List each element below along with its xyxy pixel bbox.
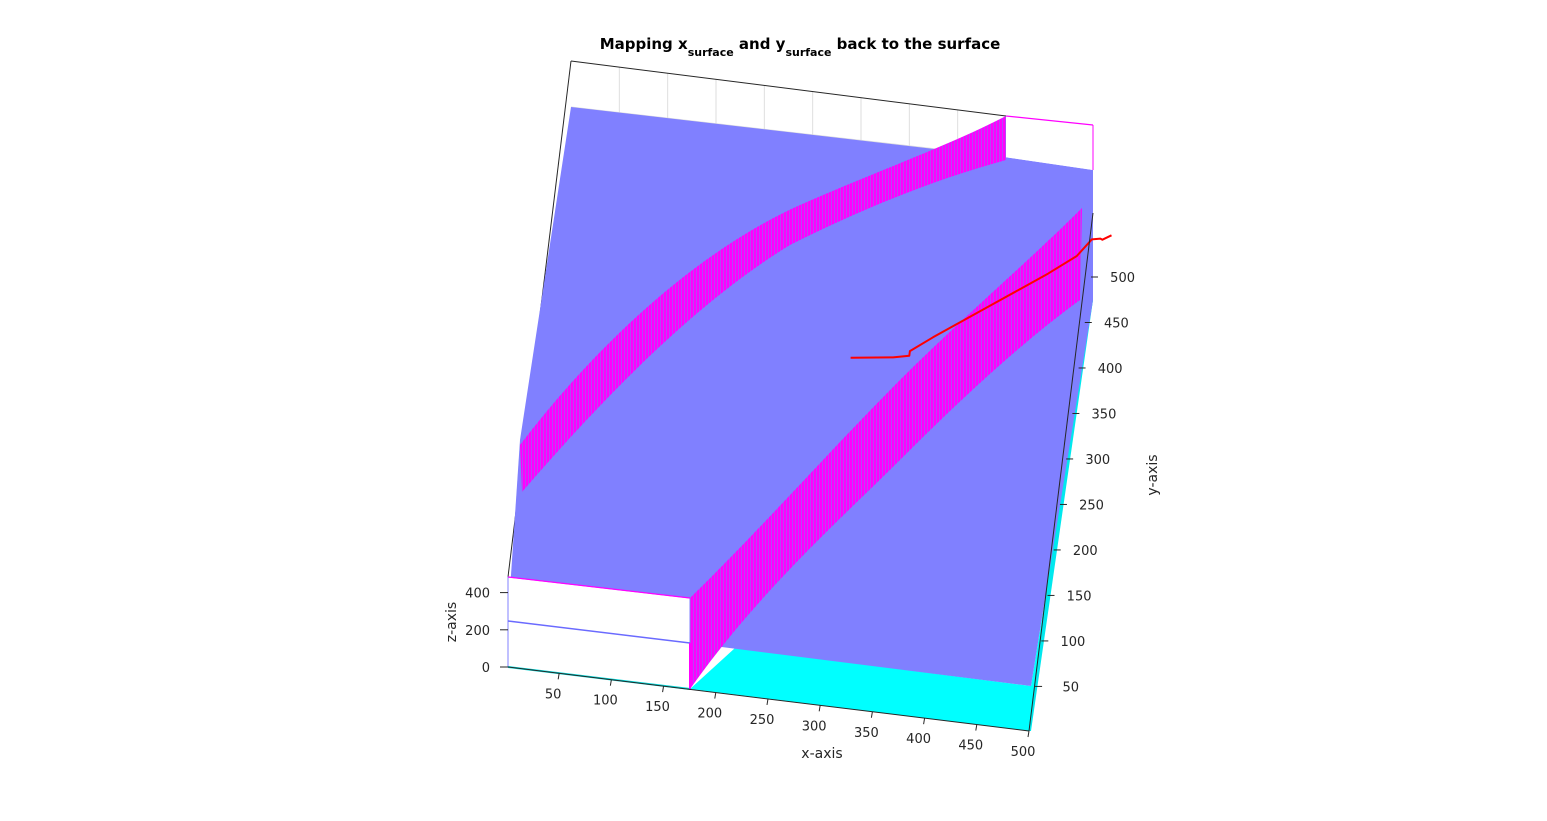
y-axis-line <box>1028 212 1094 732</box>
back-grid <box>570 67 1007 158</box>
x-tick-mark <box>662 686 665 693</box>
back-right-panel <box>1004 116 1093 170</box>
x-tick-label: 200 <box>697 707 722 722</box>
y-tick-label: 150 <box>1067 589 1092 604</box>
x-tick-label: 150 <box>645 700 670 715</box>
x-tick-mark <box>714 692 717 699</box>
box-edge-top <box>570 60 1007 117</box>
title-subscript: surface <box>688 46 734 59</box>
x-tick-mark <box>975 724 978 731</box>
title-text: Mapping x <box>600 35 688 53</box>
y-tick-label: 300 <box>1085 453 1110 468</box>
x-axis: 50 100 150 200 250 300 350 400 450 500 x-axis <box>507 666 1036 762</box>
x-tick-mark <box>1027 730 1030 738</box>
x-tick-mark <box>923 718 926 725</box>
z-axis-label: z-axis <box>444 602 460 642</box>
x-tick-label: 500 <box>1011 745 1036 760</box>
y-tick-label: 350 <box>1092 407 1117 422</box>
y-tick-label: 100 <box>1060 635 1085 650</box>
y-tick-label: 250 <box>1079 498 1104 513</box>
x-axis-line <box>507 666 1030 732</box>
surface <box>507 107 1094 731</box>
title-subscript: surface <box>785 46 831 59</box>
x-tick-mark <box>818 705 821 712</box>
x-tick-label: 250 <box>750 713 775 728</box>
z-tick-label: 200 <box>465 624 490 639</box>
x-tick-label: 350 <box>854 726 879 741</box>
surface-plateau <box>508 107 1093 686</box>
y-tick-label: 450 <box>1104 316 1129 331</box>
z-axis: 0 200 400 z-axis <box>444 587 508 676</box>
y-tick-label: 400 <box>1098 362 1123 377</box>
y-tick-label: 500 <box>1110 271 1135 286</box>
x-tick-label: 450 <box>958 739 983 754</box>
x-tick-label: 50 <box>545 687 562 702</box>
x-tick-mark <box>557 673 560 680</box>
z-tick-label: 400 <box>465 587 490 602</box>
front-panel-mid-edge <box>507 620 691 644</box>
x-tick-label: 300 <box>802 719 827 734</box>
x-tick-label: 400 <box>906 732 931 747</box>
x-tick-label: 100 <box>593 694 618 709</box>
z-tick-label: 0 <box>482 661 490 676</box>
x-tick-mark <box>766 698 769 706</box>
x-axis-label: x-axis <box>801 746 842 762</box>
back-right-top-edge <box>1005 115 1094 126</box>
title-text: back to the surface <box>831 35 1000 53</box>
y-tick-label: 200 <box>1073 544 1098 559</box>
grid-line <box>570 106 1007 158</box>
title-text: and y <box>734 35 786 53</box>
front-panel-top-edge <box>507 576 691 599</box>
y-tick-label: 50 <box>1063 680 1080 695</box>
x-tick-mark <box>870 711 873 718</box>
upper-ridge-wall <box>520 116 1006 492</box>
y-axis: 50 100 150 200 250 300 350 400 450 500 y-axis <box>1028 212 1161 732</box>
x-tick-mark <box>609 679 612 686</box>
mapped-path <box>850 234 1112 359</box>
lower-ridge-wall <box>690 208 1082 689</box>
surface-low-region <box>690 213 1093 731</box>
chart-title: Mapping xsurface and ysurface back to th… <box>600 35 1001 59</box>
y-axis-label: y-axis <box>1145 454 1161 495</box>
